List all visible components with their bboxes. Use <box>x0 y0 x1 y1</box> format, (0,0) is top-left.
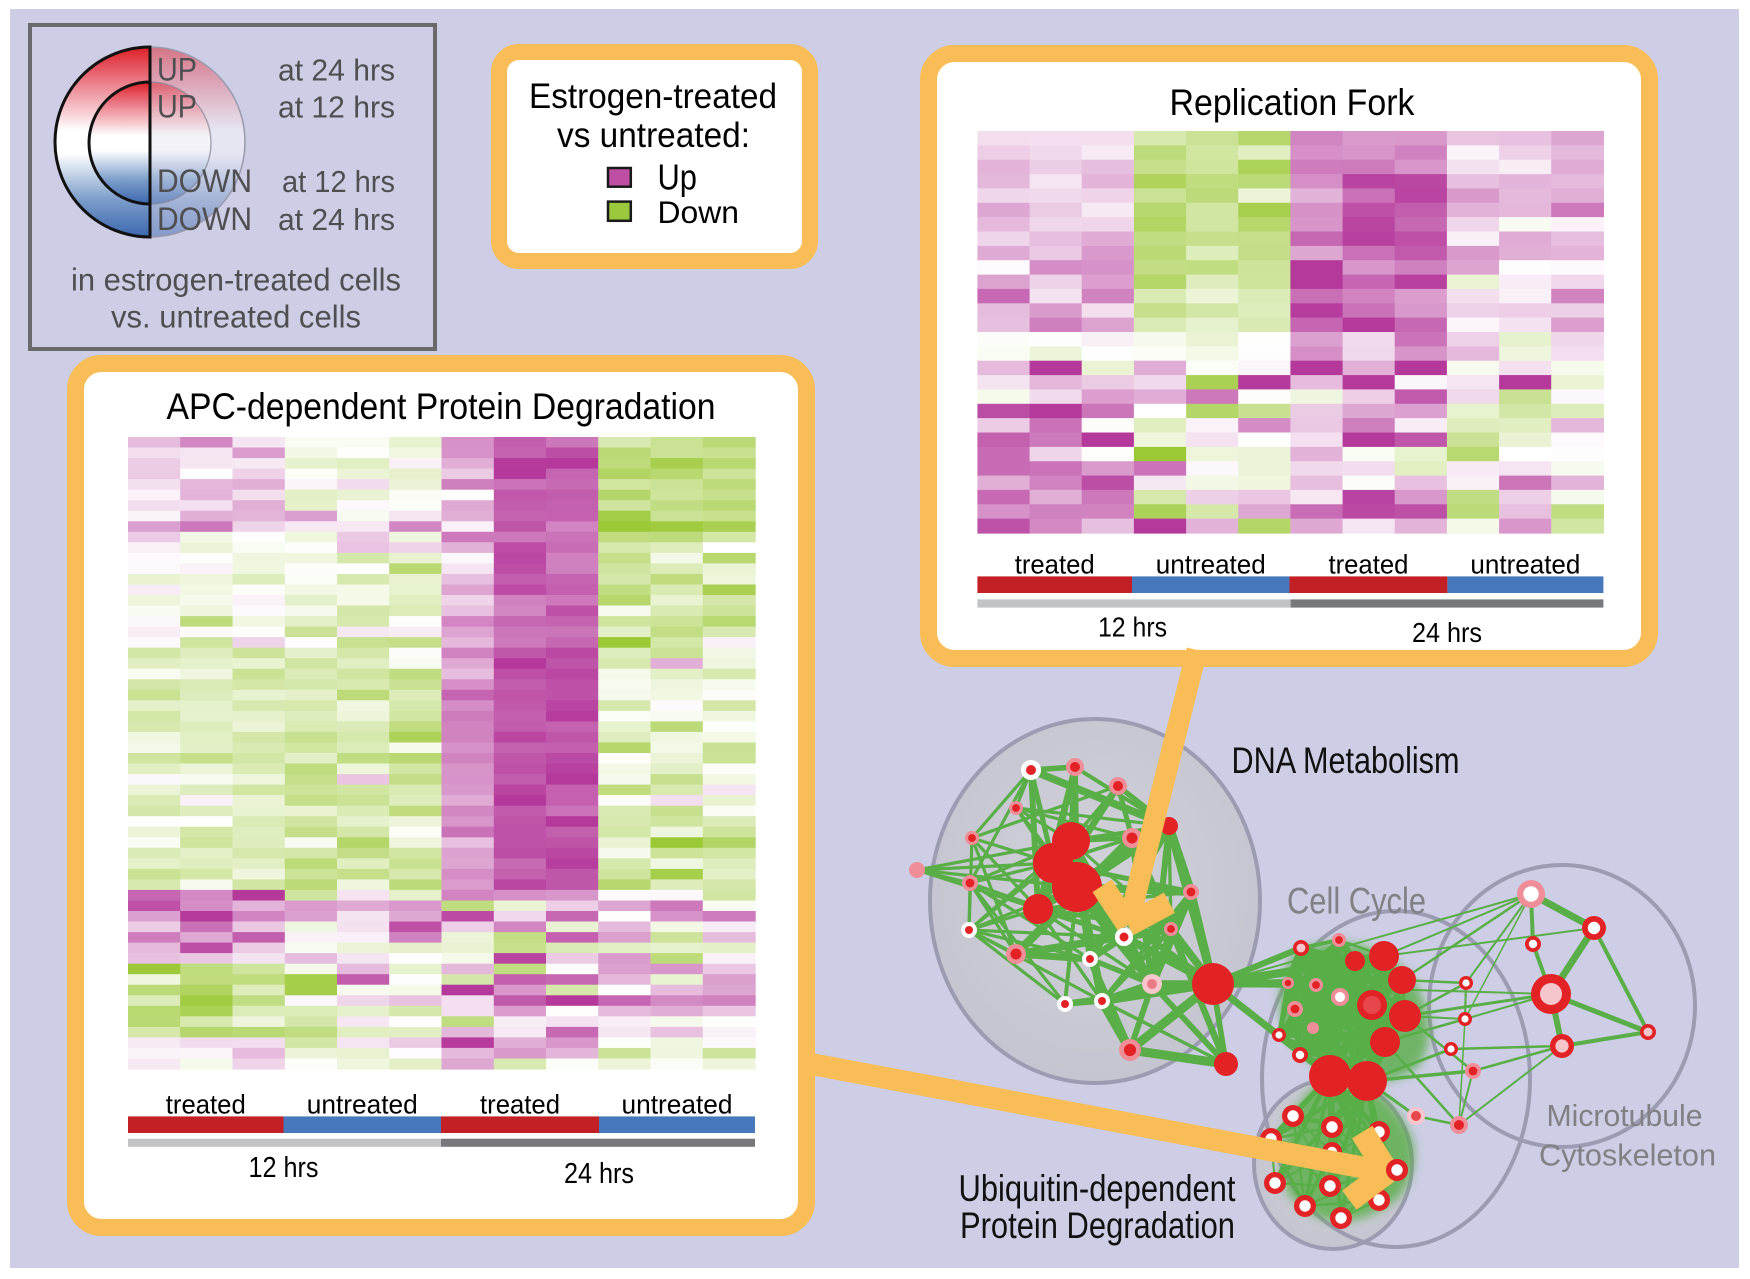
svg-text:UP: UP <box>157 89 197 125</box>
svg-text:at 12 hrs: at 12 hrs <box>282 164 395 199</box>
svg-text:untreated: untreated <box>307 1090 418 1120</box>
svg-text:Down: Down <box>658 194 740 230</box>
svg-text:Ubiquitin-dependent: Ubiquitin-dependent <box>959 1168 1237 1209</box>
svg-text:at 24 hrs: at 24 hrs <box>278 53 395 88</box>
svg-text:untreated: untreated <box>1156 550 1266 580</box>
svg-text:Microtubule: Microtubule <box>1547 1099 1703 1133</box>
svg-text:Protein Degradation: Protein Degradation <box>960 1205 1235 1246</box>
svg-text:24 hrs: 24 hrs <box>1412 617 1482 648</box>
svg-text:untreated: untreated <box>622 1090 733 1120</box>
svg-text:in estrogen-treated cells: in estrogen-treated cells <box>71 262 401 298</box>
svg-text:vs. untreated cells: vs. untreated cells <box>111 299 361 335</box>
svg-text:APC-dependent Protein Degradat: APC-dependent Protein Degradation <box>167 385 716 427</box>
svg-text:UP: UP <box>157 52 197 88</box>
svg-text:12 hrs: 12 hrs <box>249 1152 319 1184</box>
svg-text:vs untreated:: vs untreated: <box>557 116 750 155</box>
svg-text:Replication Fork: Replication Fork <box>1170 81 1415 123</box>
svg-text:untreated: untreated <box>1470 550 1580 580</box>
svg-text:DOWN: DOWN <box>157 163 252 199</box>
svg-text:treated: treated <box>480 1090 560 1120</box>
svg-text:treated: treated <box>1328 550 1408 580</box>
svg-text:Cytoskeleton: Cytoskeleton <box>1539 1139 1716 1173</box>
svg-text:DOWN: DOWN <box>157 201 252 237</box>
svg-text:at 12 hrs: at 12 hrs <box>278 90 395 125</box>
svg-text:Estrogen-treated: Estrogen-treated <box>529 77 777 116</box>
svg-text:Up: Up <box>658 157 698 198</box>
svg-text:DNA Metabolism: DNA Metabolism <box>1232 740 1460 781</box>
svg-text:treated: treated <box>166 1090 246 1120</box>
svg-text:12 hrs: 12 hrs <box>1098 612 1167 643</box>
svg-text:at 24 hrs: at 24 hrs <box>278 202 395 237</box>
svg-text:treated: treated <box>1015 550 1095 580</box>
svg-text:Cell Cycle: Cell Cycle <box>1287 880 1426 922</box>
svg-text:24 hrs: 24 hrs <box>564 1158 634 1190</box>
